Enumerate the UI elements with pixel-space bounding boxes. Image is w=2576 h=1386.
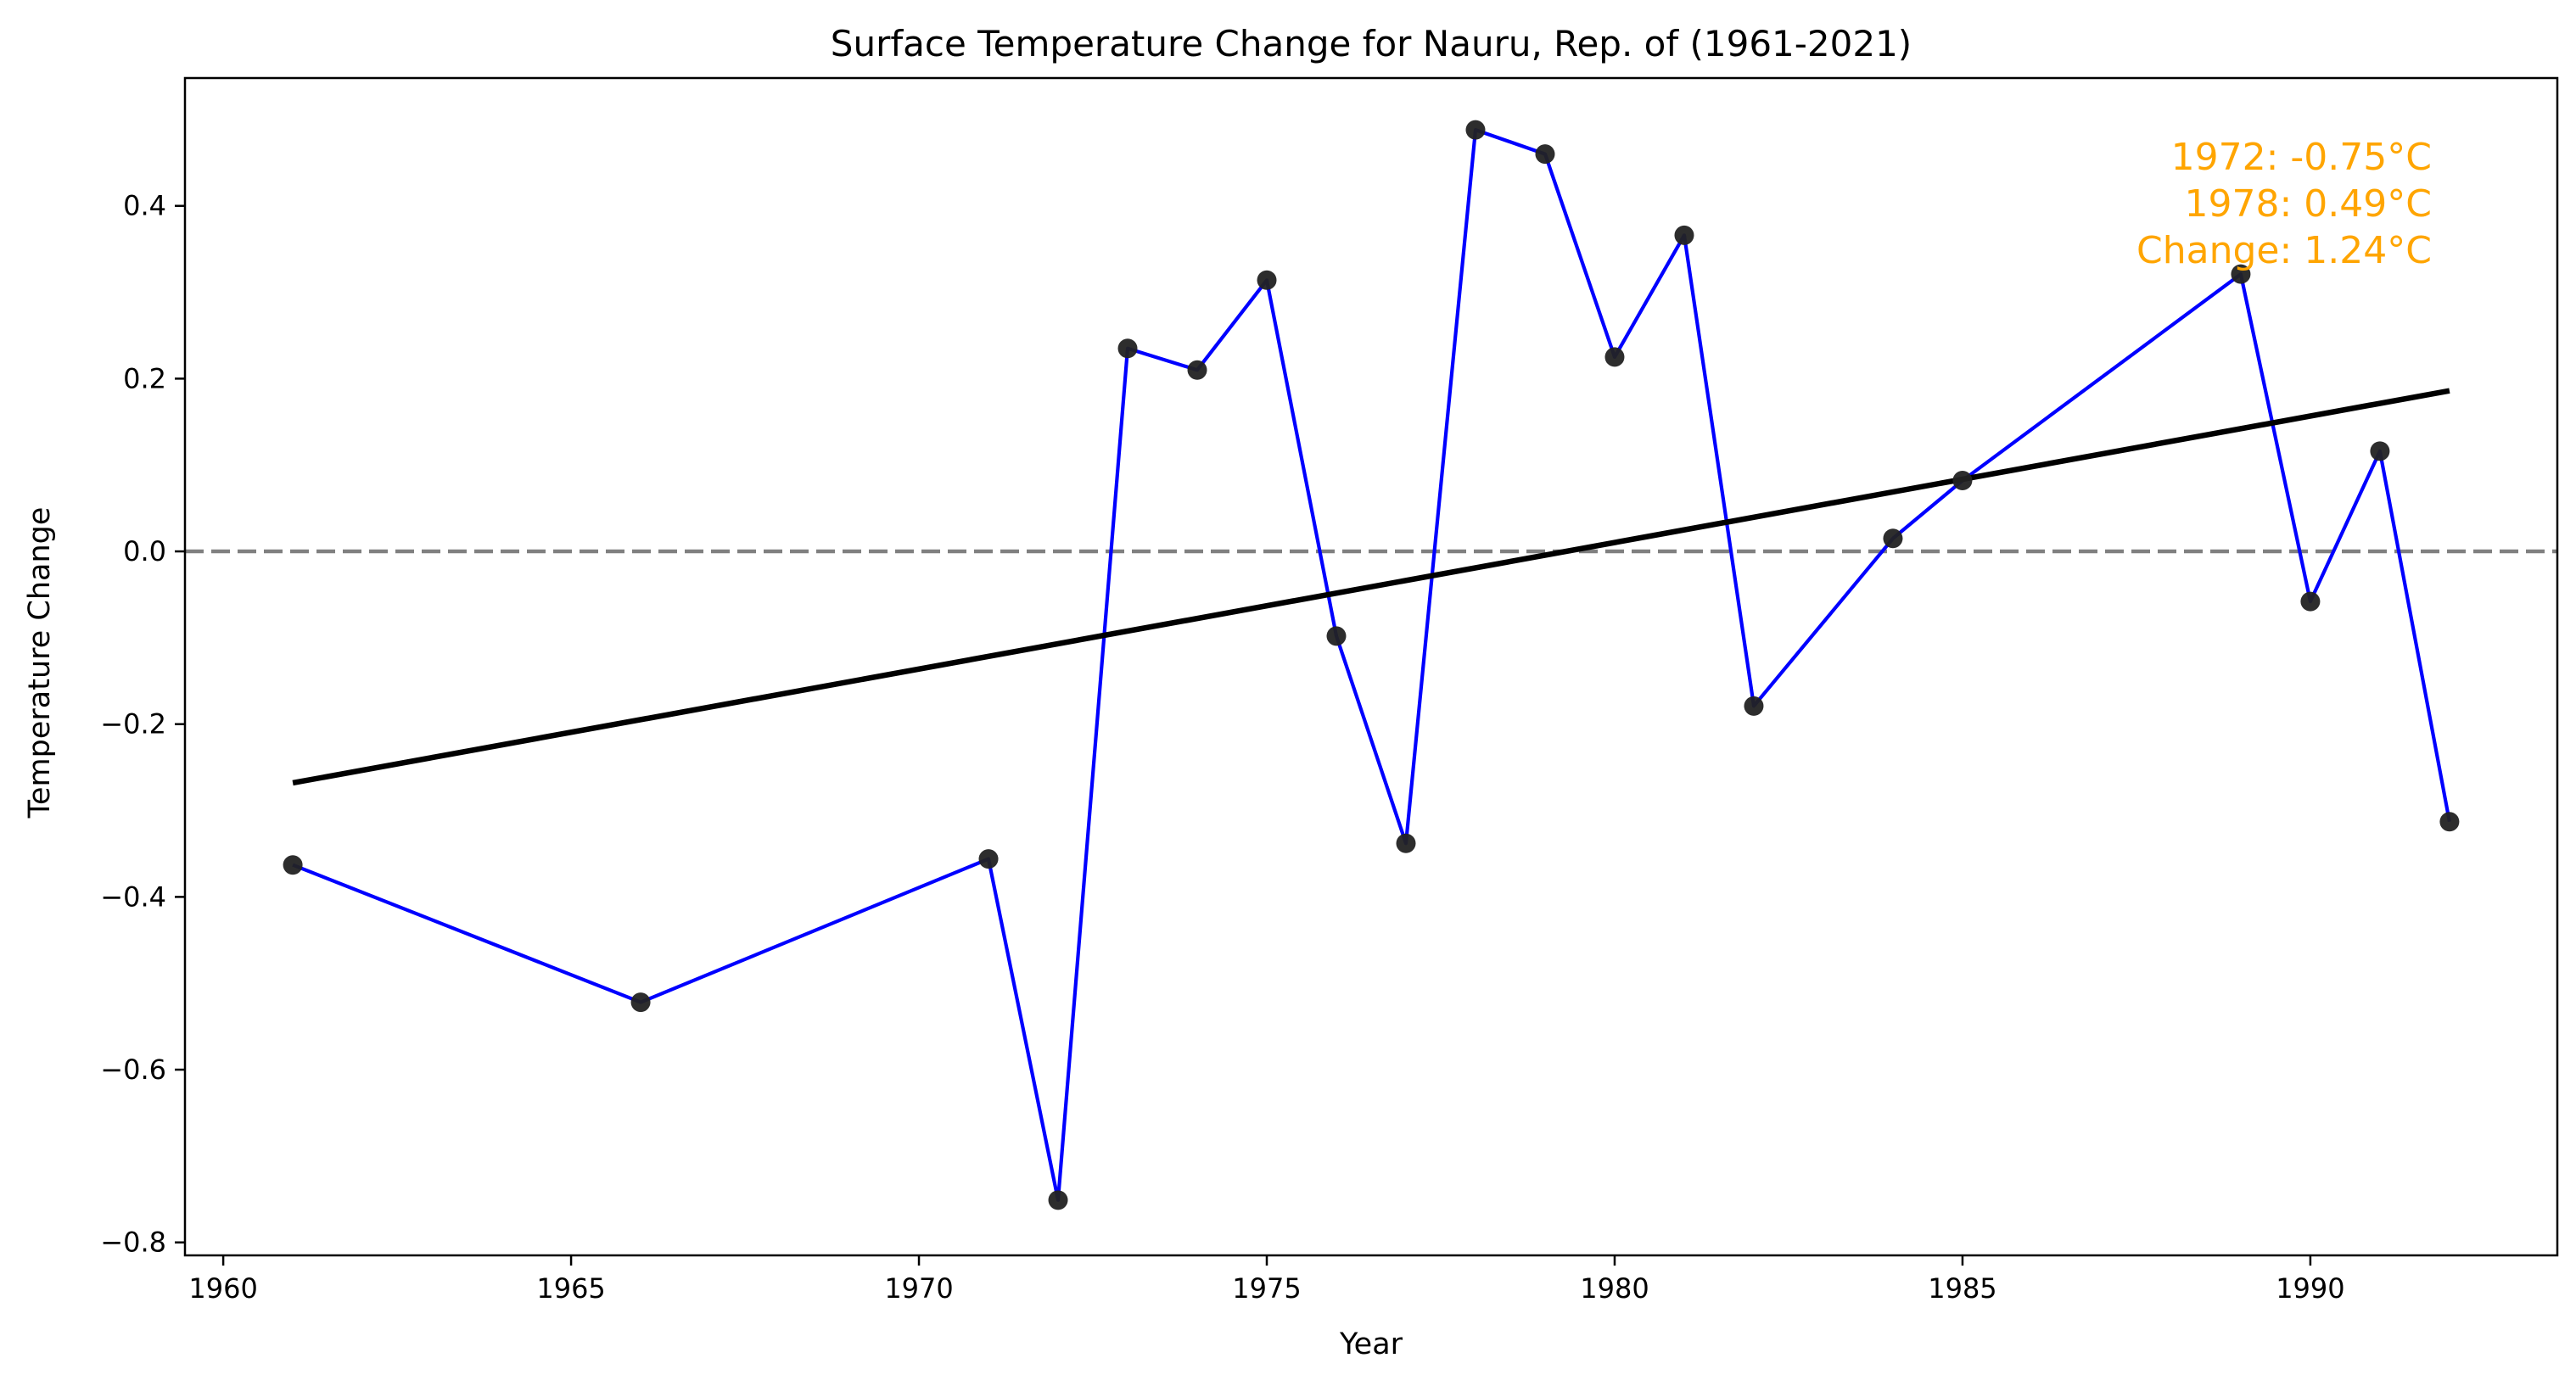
data-point xyxy=(1257,270,1277,290)
x-tick-label: 1965 xyxy=(536,1272,605,1305)
data-point xyxy=(630,992,651,1013)
data-point xyxy=(1396,833,1416,853)
data-point xyxy=(978,849,999,869)
data-point xyxy=(283,855,303,875)
y-tick-label: 0.4 xyxy=(123,190,166,222)
annotation-line: Change: 1.24°C xyxy=(2136,229,2432,272)
data-point xyxy=(2231,264,2251,284)
data-point xyxy=(1187,360,1207,380)
data-point xyxy=(1117,338,1138,359)
data-point xyxy=(1535,144,1555,165)
x-tick-label: 1990 xyxy=(2276,1272,2344,1305)
data-point xyxy=(2300,591,2321,612)
x-tick-label: 1970 xyxy=(884,1272,953,1305)
y-tick-label: −0.8 xyxy=(100,1227,166,1259)
annotation-line: 1978: 0.49°C xyxy=(2185,182,2432,226)
y-tick-label: 0.0 xyxy=(123,535,166,567)
chart-title: Surface Temperature Change for Nauru, Re… xyxy=(831,23,1912,64)
trend-line xyxy=(292,388,2450,786)
y-tick-label: 0.2 xyxy=(123,362,166,394)
x-tick-label: 1980 xyxy=(1580,1272,1649,1305)
data-point xyxy=(2370,441,2390,461)
x-axis-title: Year xyxy=(1339,1327,1403,1361)
data-point xyxy=(1326,626,1347,646)
data-point xyxy=(1604,347,1625,367)
x-tick-label: 1985 xyxy=(1928,1272,1996,1305)
y-tick-label: −0.2 xyxy=(100,708,166,741)
y-axis-title: Temperature Change xyxy=(23,507,57,819)
data-point xyxy=(2439,812,2460,832)
data-point xyxy=(1744,696,1764,716)
data-point xyxy=(1048,1190,1068,1210)
data-point xyxy=(1465,120,1486,140)
x-tick-label: 1960 xyxy=(188,1272,257,1305)
y-tick-label: −0.6 xyxy=(100,1053,166,1086)
annotation-line: 1972: -0.75°C xyxy=(2171,136,2432,179)
plot-area: 1960 1965 1970 1975 1980 1985 1990 −0.8 −0.6 −0.4… xyxy=(100,76,2559,1305)
data-point xyxy=(1952,471,1973,491)
y-tick-label: −0.4 xyxy=(100,880,166,913)
x-tick-label: 1975 xyxy=(1232,1272,1301,1305)
temperature-series-line xyxy=(292,128,2451,1202)
plot-frame xyxy=(183,76,2559,1257)
data-point xyxy=(1883,528,1903,549)
data-point xyxy=(1674,225,1694,245)
